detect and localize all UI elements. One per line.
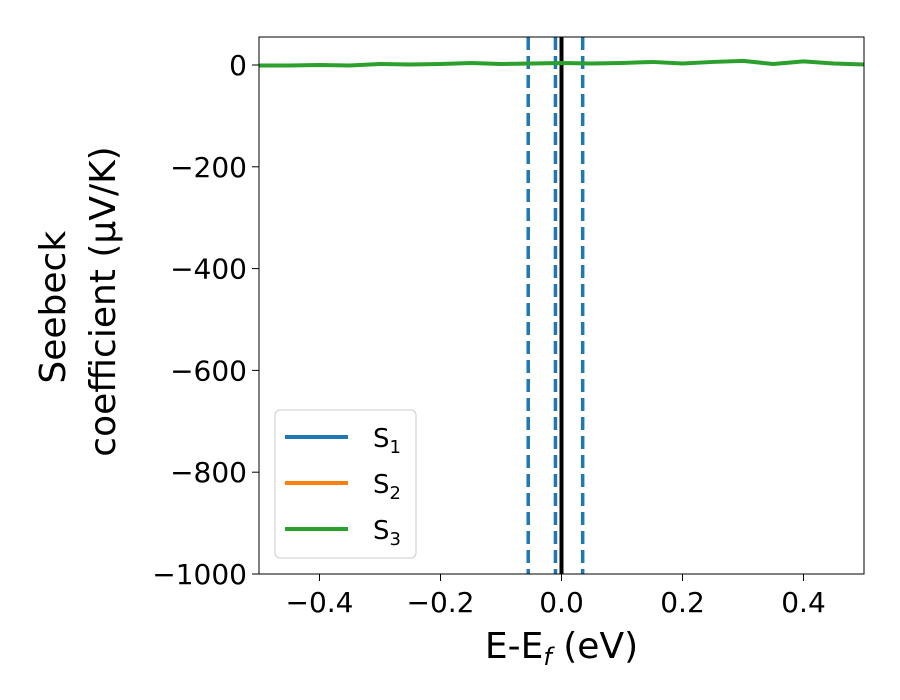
y-axis-label-line2: coefficient (μV/K) <box>83 146 124 456</box>
x-axis-label-unit: (eV) <box>552 626 638 667</box>
y-axis-ticks: 0 −200 −400 −600 −800 −1000 <box>152 49 259 591</box>
legend: S1 S2 S3 <box>274 409 417 559</box>
x-tick-label: 0.0 <box>539 586 584 619</box>
x-axis-ticks: −0.4 −0.2 0.0 0.2 0.4 <box>286 574 826 619</box>
plot-area <box>259 37 864 574</box>
y-tick-label: −600 <box>170 354 247 387</box>
y-tick-label: −400 <box>170 253 247 286</box>
y-tick-label: −200 <box>170 151 247 184</box>
series-line-s3 <box>259 58 864 68</box>
y-tick-label: −1000 <box>152 558 247 591</box>
y-tick-label: −800 <box>170 456 247 489</box>
y-axis-label-line1: Seebeck <box>33 231 74 384</box>
x-tick-label: 0.4 <box>781 586 826 619</box>
x-axis-label: E-Ef (eV) <box>485 626 638 671</box>
y-axis-label: Seebeck coefficient (μV/K) <box>33 146 124 456</box>
x-tick-label: −0.4 <box>286 586 354 619</box>
x-axis-label-main: E-E <box>485 626 543 667</box>
x-tick-label: 0.2 <box>660 586 705 619</box>
x-tick-label: −0.2 <box>407 586 475 619</box>
legend-label-s3: S3 <box>373 516 401 550</box>
legend-label-s2: S2 <box>373 470 401 504</box>
legend-label-s1: S1 <box>373 424 401 458</box>
y-tick-label: 0 <box>229 49 247 82</box>
